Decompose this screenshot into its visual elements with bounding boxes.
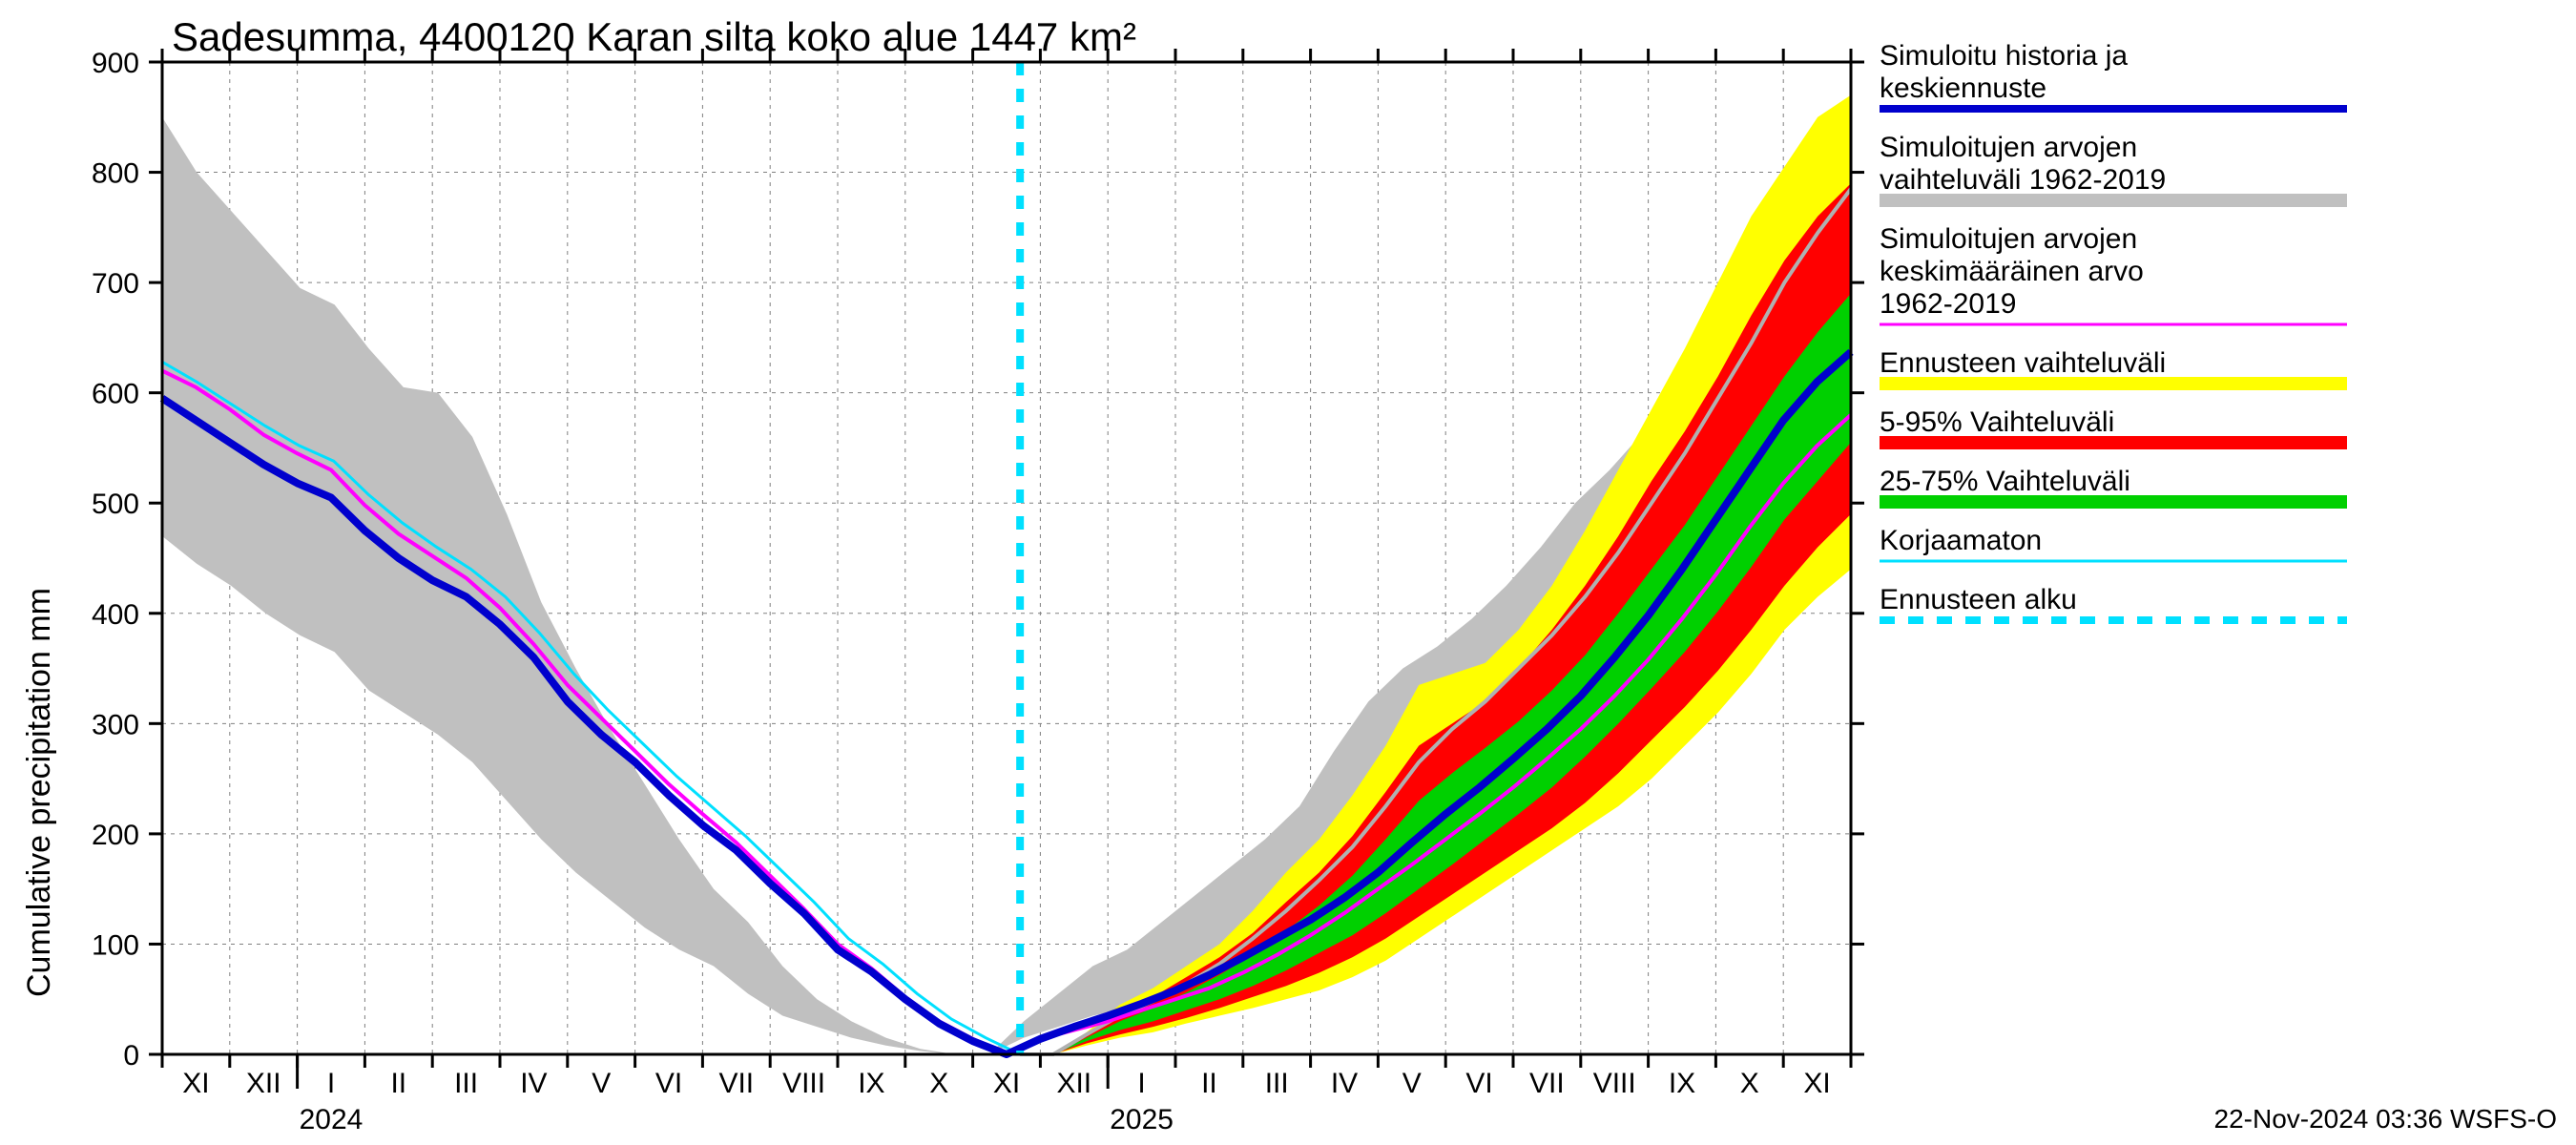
x-month-label: XII bbox=[246, 1068, 281, 1099]
legend-label: keskiennuste bbox=[1880, 73, 2046, 104]
legend-label: Simuloitu historia ja bbox=[1880, 40, 2128, 72]
x-month-label: I bbox=[1137, 1068, 1145, 1099]
y-tick-label: 600 bbox=[92, 379, 139, 410]
x-month-label: VIII bbox=[782, 1068, 825, 1099]
y-tick-label: 300 bbox=[92, 709, 139, 740]
footer-text: 22-Nov-2024 03:36 WSFS-O bbox=[2214, 1104, 2558, 1134]
chart-container: 0100200300400500600700800900XIXIIIIIIIII… bbox=[0, 0, 2576, 1145]
chart-svg: 0100200300400500600700800900XIXIIIIIIIII… bbox=[0, 0, 2576, 1145]
y-tick-label: 0 bbox=[123, 1040, 139, 1072]
x-month-label: II bbox=[390, 1068, 406, 1099]
x-year-label: 2024 bbox=[300, 1104, 364, 1135]
x-month-label: VII bbox=[718, 1068, 754, 1099]
x-month-label: II bbox=[1201, 1068, 1217, 1099]
legend-label: Korjaamaton bbox=[1880, 525, 2042, 556]
y-tick-label: 100 bbox=[92, 929, 139, 961]
x-month-label: VI bbox=[655, 1068, 682, 1099]
x-month-label: IX bbox=[1669, 1068, 1695, 1099]
chart-title: Sadesumma, 4400120 Karan silta koko alue… bbox=[172, 14, 1136, 59]
legend-label: Simuloitujen arvojen bbox=[1880, 223, 2137, 255]
x-month-label: X bbox=[1740, 1068, 1759, 1099]
y-tick-label: 200 bbox=[92, 820, 139, 851]
x-month-label: III bbox=[1265, 1068, 1289, 1099]
x-month-label: XI bbox=[993, 1068, 1020, 1099]
x-month-label: V bbox=[1402, 1068, 1422, 1099]
legend-label: 5-95% Vaihteluväli bbox=[1880, 406, 2114, 438]
legend-label: vaihteluväli 1962-2019 bbox=[1880, 164, 2166, 196]
x-month-label: VI bbox=[1465, 1068, 1492, 1099]
x-month-label: XII bbox=[1056, 1068, 1091, 1099]
x-month-label: VIII bbox=[1593, 1068, 1636, 1099]
y-tick-label: 500 bbox=[92, 489, 139, 520]
legend-label: keskimääräinen arvo bbox=[1880, 256, 2144, 287]
x-month-label: III bbox=[454, 1068, 478, 1099]
x-month-label: IV bbox=[1331, 1068, 1358, 1099]
x-month-label: IV bbox=[520, 1068, 547, 1099]
y-tick-label: 400 bbox=[92, 599, 139, 631]
y-tick-label: 700 bbox=[92, 268, 139, 300]
y-tick-label: 900 bbox=[92, 48, 139, 79]
x-month-label: XI bbox=[182, 1068, 209, 1099]
x-month-label: VII bbox=[1529, 1068, 1565, 1099]
x-month-label: IX bbox=[858, 1068, 884, 1099]
x-month-label: XI bbox=[1803, 1068, 1830, 1099]
x-month-label: V bbox=[592, 1068, 611, 1099]
x-year-label: 2025 bbox=[1110, 1104, 1174, 1135]
legend-label: Ennusteen vaihteluväli bbox=[1880, 347, 2166, 379]
legend-label: Simuloitujen arvojen bbox=[1880, 132, 2137, 163]
y-axis-label: Cumulative precipitation mm bbox=[21, 588, 57, 997]
legend-label: Ennusteen alku bbox=[1880, 584, 2077, 615]
y-tick-label: 800 bbox=[92, 158, 139, 190]
legend-label: 1962-2019 bbox=[1880, 288, 2016, 320]
legend-label: 25-75% Vaihteluväli bbox=[1880, 466, 2130, 497]
x-month-label: X bbox=[929, 1068, 948, 1099]
x-month-label: I bbox=[327, 1068, 335, 1099]
